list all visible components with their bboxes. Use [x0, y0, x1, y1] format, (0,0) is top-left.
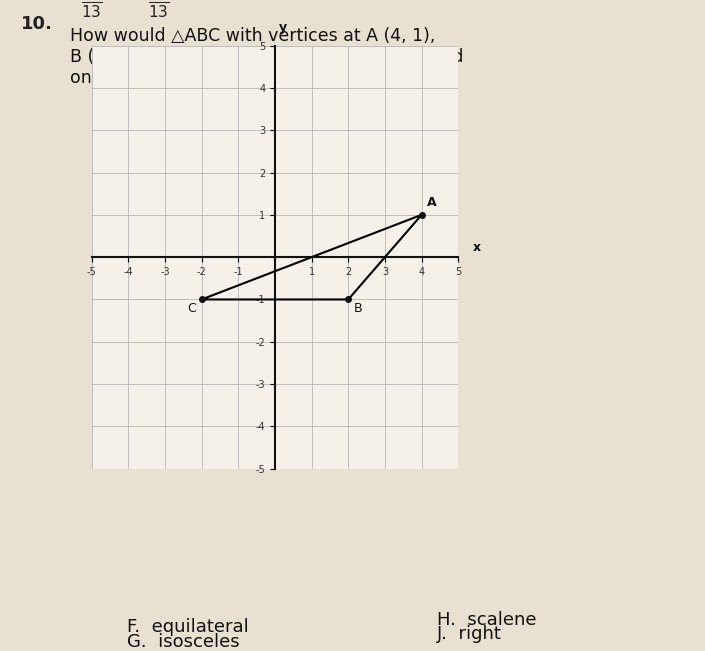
Text: A: A [427, 197, 436, 210]
Text: y: y [278, 21, 287, 34]
Text: H.  scalene: H. scalene [437, 611, 537, 629]
Text: 10.: 10. [21, 14, 53, 33]
Text: x: x [473, 241, 481, 254]
Text: J.  right: J. right [437, 626, 502, 643]
Text: G.  isosceles: G. isosceles [127, 633, 240, 651]
Text: F.  equilateral: F. equilateral [127, 618, 249, 636]
Text: B: B [354, 302, 362, 315]
Text: C: C [187, 302, 196, 315]
Text: $\overline{13}$: $\overline{13}$ [148, 2, 169, 22]
Text: $\overline{13}$: $\overline{13}$ [81, 2, 102, 22]
Text: How would △ABC with vertices at A (4, 1),
B (2, −1), and C (−2, −1) be classifie: How would △ABC with vertices at A (4, 1)… [70, 27, 464, 87]
